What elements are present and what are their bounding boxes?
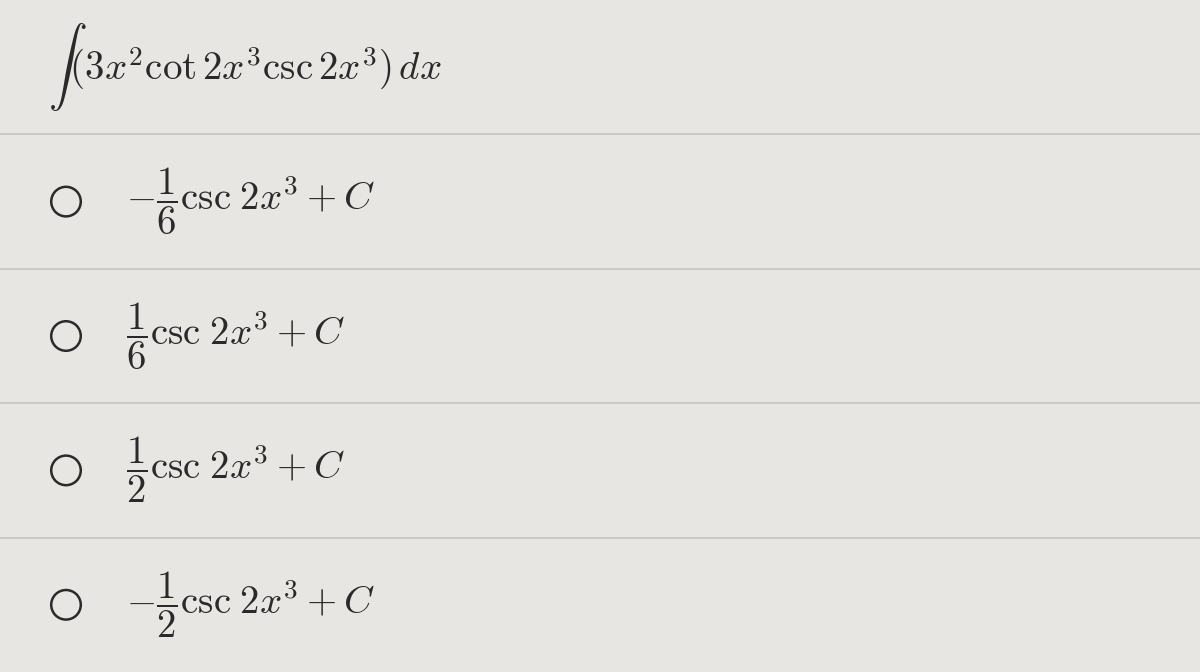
Text: $\dfrac{1}{6}\mathrm{csc}\; 2x^3 + C$: $\dfrac{1}{6}\mathrm{csc}\; 2x^3 + C$ (126, 300, 346, 372)
Text: $-\dfrac{1}{6}\mathrm{csc}\; 2x^3 + C$: $-\dfrac{1}{6}\mathrm{csc}\; 2x^3 + C$ (126, 166, 376, 237)
Text: $\int(3x^2 \cot 2x^3 \csc 2x^3)\,dx$: $\int(3x^2 \cot 2x^3 \csc 2x^3)\,dx$ (48, 22, 442, 113)
Text: $-\dfrac{1}{2}\mathrm{csc}\; 2x^3 + C$: $-\dfrac{1}{2}\mathrm{csc}\; 2x^3 + C$ (126, 570, 376, 640)
Text: $\dfrac{1}{2}\mathrm{csc}\; 2x^3 + C$: $\dfrac{1}{2}\mathrm{csc}\; 2x^3 + C$ (126, 435, 346, 505)
